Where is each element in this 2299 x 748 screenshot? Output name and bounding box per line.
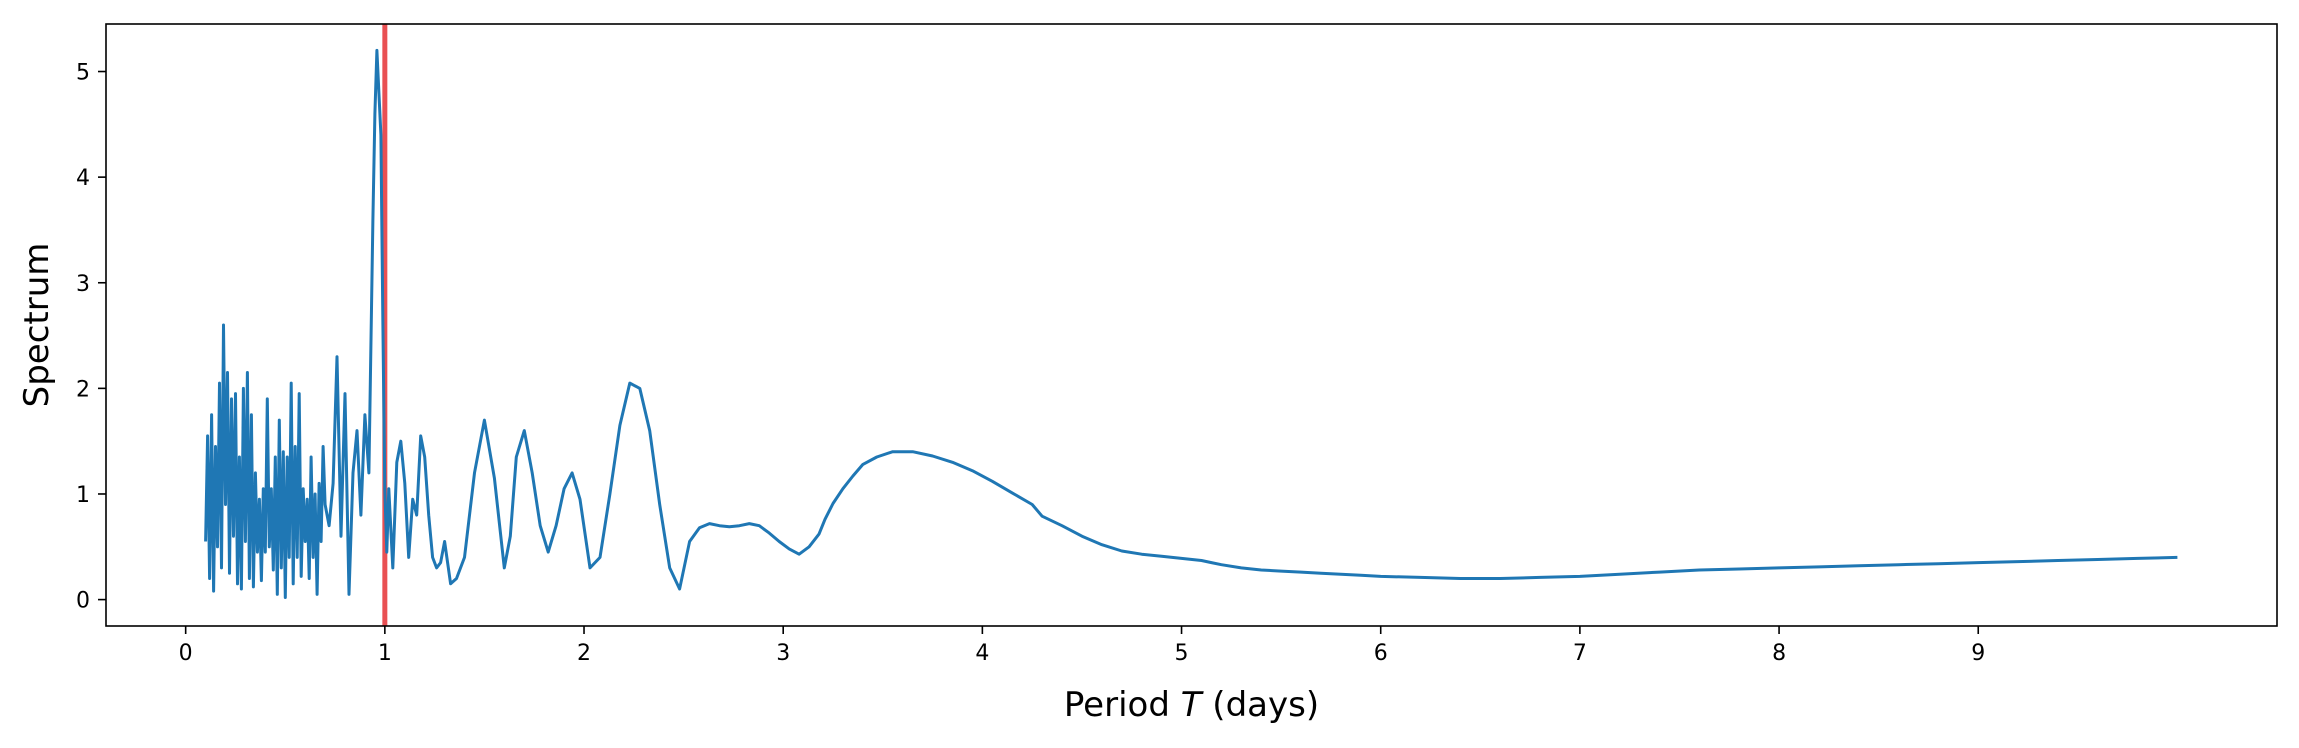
y-tick-label: 1 — [76, 483, 90, 508]
x-tick-label: 5 — [1175, 641, 1189, 666]
series-layer — [204, 48, 2178, 599]
x-tick-label: 3 — [776, 641, 790, 666]
x-tick-label: 4 — [975, 641, 989, 666]
ticks-layer: 0 1 2 3 4 5 6 7 8 9 0 1 2 3 4 5 — [76, 61, 1985, 666]
x-tick-label: 7 — [1573, 641, 1587, 666]
y-axis-label: Spectrum — [17, 243, 57, 408]
y-tick-label: 3 — [76, 272, 90, 297]
y-tick-label: 4 — [76, 166, 90, 191]
x-axis-label-part: Period — [1064, 685, 1181, 725]
y-tick-label: 5 — [76, 61, 90, 86]
x-tick-label: 0 — [179, 641, 193, 666]
y-tick-label: 2 — [76, 377, 90, 402]
y-tick-label: 0 — [76, 589, 90, 614]
x-tick-label: 9 — [1971, 641, 1985, 666]
x-tick-label: 1 — [378, 641, 392, 666]
x-axis-label: Period T (days) — [1064, 685, 1319, 725]
series-line-0 — [204, 48, 2178, 599]
x-tick-label: 2 — [577, 641, 591, 666]
axes-frame-layer — [105, 23, 2278, 627]
x-axis-label-part: T — [1181, 685, 1204, 725]
x-tick-label: 6 — [1374, 641, 1388, 666]
x-tick-label: 8 — [1772, 641, 1786, 666]
x-axis-label-part: (days) — [1202, 685, 1320, 725]
axes-frame — [105, 23, 2278, 627]
